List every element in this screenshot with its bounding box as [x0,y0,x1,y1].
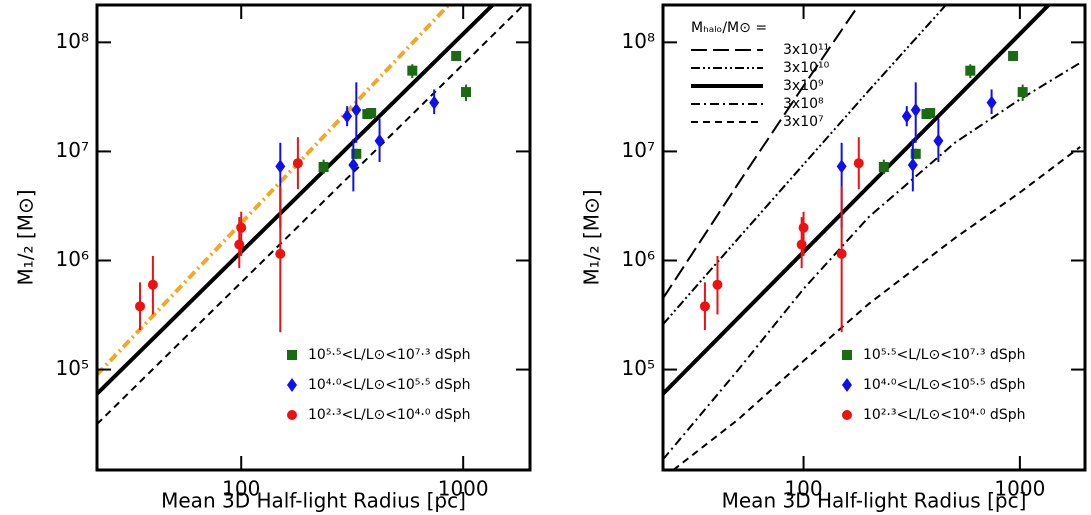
marker [796,239,807,250]
marker [147,279,158,290]
legend-label: 3x10⁷ [783,114,824,130]
marker [461,87,472,98]
legend-label: 10⁴·⁰<L/L⊙<10⁵·⁵ dSph [863,377,1025,393]
marker [933,133,944,148]
marker [318,161,329,172]
marker [236,222,247,233]
legend-label: 10⁵·⁵<L/L⊙<10⁷·³ dSph [863,347,1025,363]
marker [135,301,146,312]
y-tick-label: 10⁷ [56,138,89,162]
y-tick-label: 10⁵ [622,356,655,380]
y-tick-label: 10⁶ [56,247,89,271]
marker [351,148,362,159]
x-axis-label: Mean 3D Half-light Radius [pc] [722,489,1027,513]
marker [1017,87,1028,98]
marker [712,279,723,290]
marker [853,158,864,169]
marker [842,350,852,360]
marker [287,350,297,360]
legend-label: 10²·³<L/L⊙<10⁴·⁰ dSph [863,407,1025,423]
marker [451,50,462,61]
y-tick-label: 10⁷ [622,138,655,162]
model-line [663,5,1051,396]
marker [234,239,245,250]
legend-label: 3x10⁹ [783,78,824,94]
marker [342,109,353,124]
marker [965,65,976,76]
marker [910,102,921,117]
model-line [97,5,451,376]
legend-label: 10⁵·⁵<L/L⊙<10⁷·³ dSph [308,347,470,363]
plot-area [97,5,525,425]
y-tick-label: 10⁶ [622,247,655,271]
marker [986,95,997,110]
marker [275,159,286,174]
marker [429,95,440,110]
plot-frame [95,3,532,472]
panel: 100 1000 10⁵ 10⁶ 10⁷ 10⁸ Mean 3D Half-light Ra… [14,3,532,513]
y-tick-label: 10⁵ [56,356,89,380]
model-line [663,61,1081,461]
marker [836,159,847,174]
x-tick-label: 100 [784,477,822,501]
marker [287,378,297,392]
x-tick-label: 1000 [438,477,489,501]
marker [798,222,809,233]
model-line [672,146,1081,470]
legend-label: 10²·³<L/L⊙<10⁴·⁰ dSph [308,407,470,423]
marker [842,410,852,420]
legend-title: Mₕₐₗₒ/M⊙ = [691,20,767,36]
legend-label: 3x10⁸ [783,96,824,112]
legend-label: 10⁴·⁰<L/L⊙<10⁵·⁵ dSph [308,377,470,393]
marker [292,158,303,169]
panel: 100 1000 10⁵ 10⁶ 10⁷ 10⁸ Mean 3D Half-light Ra… [580,3,1087,513]
marker [348,158,359,173]
legend-label: 3x10¹¹ [783,42,829,58]
x-axis-label: Mean 3D Half-light Radius [pc] [161,489,466,513]
model-line [663,5,860,299]
model-line [97,5,495,396]
marker [374,133,385,148]
x-tick-label: 1000 [994,477,1045,501]
y-axis-label: M₁/₂ [M⊙] [580,189,604,285]
marker [842,378,852,392]
marker [878,161,889,172]
marker [287,410,297,420]
marker [907,158,918,173]
marker [407,65,418,76]
plot-area [663,5,1081,470]
y-tick-label: 10⁸ [622,29,655,53]
marker [351,102,362,117]
x-tick-label: 100 [222,477,260,501]
marker [699,301,710,312]
marker [925,108,936,119]
marker [275,248,286,259]
marker [366,108,377,119]
marker [901,109,912,124]
plot-frame [661,3,1087,472]
legend-label: 3x10¹⁰ [783,60,830,76]
marker [910,148,921,159]
marker [1008,50,1019,61]
marker [836,248,847,259]
y-tick-label: 10⁸ [56,29,89,53]
y-axis-label: M₁/₂ [M⊙] [14,189,38,285]
model-line [97,5,525,425]
